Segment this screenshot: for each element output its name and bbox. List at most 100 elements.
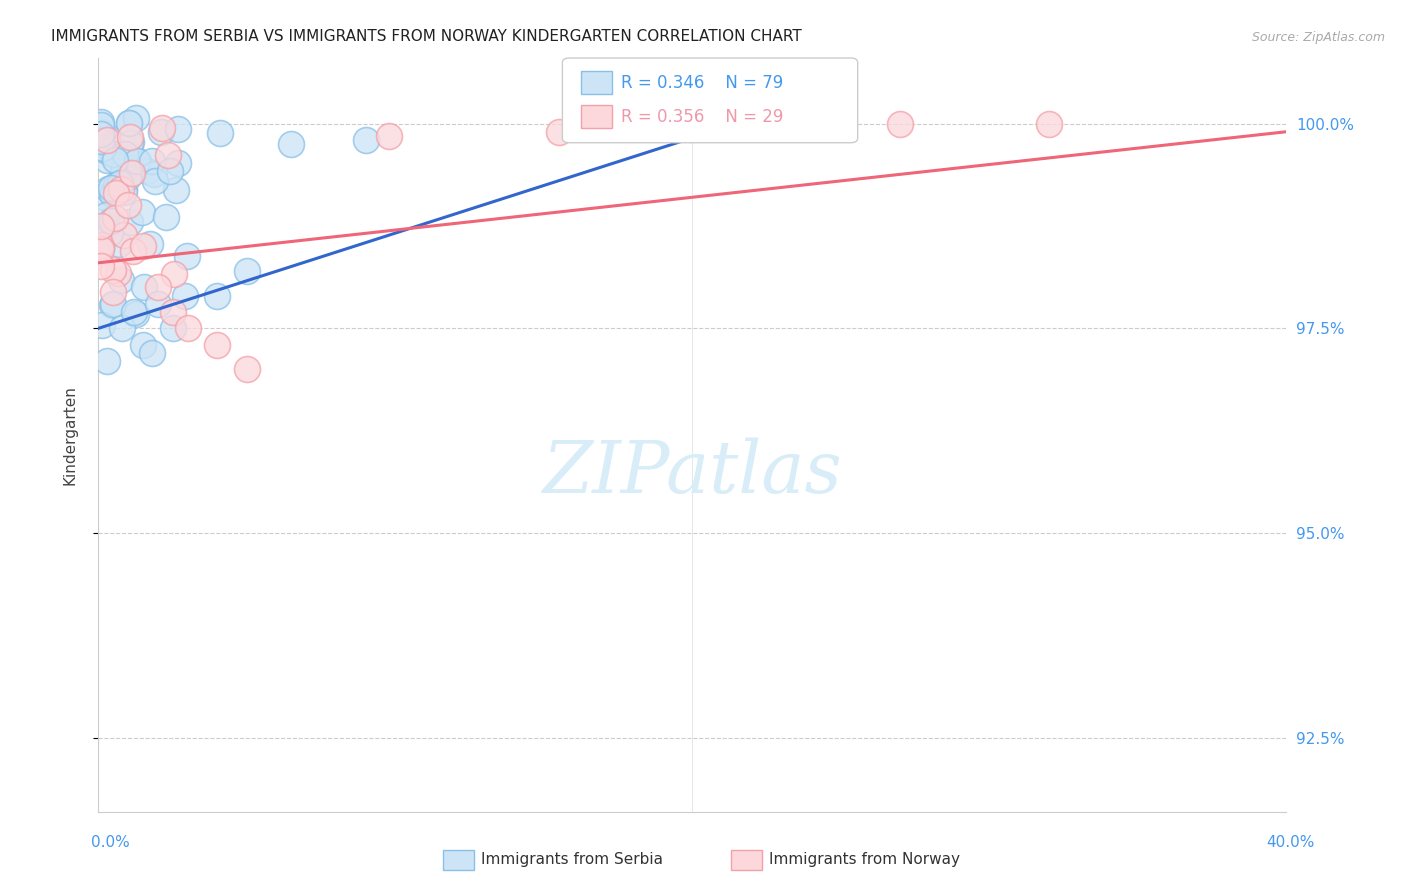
Point bbox=[90, 318, 112, 332]
Point bbox=[107, 266, 129, 280]
Point bbox=[155, 210, 177, 224]
Point bbox=[725, 116, 748, 130]
Point bbox=[711, 117, 734, 131]
Text: Source: ZipAtlas.com: Source: ZipAtlas.com bbox=[1251, 31, 1385, 45]
Point bbox=[105, 186, 128, 201]
Point bbox=[637, 116, 659, 130]
Point bbox=[163, 268, 186, 282]
Point bbox=[103, 147, 125, 161]
Point bbox=[132, 239, 155, 253]
Point bbox=[96, 219, 118, 233]
Point bbox=[108, 175, 131, 189]
Point bbox=[1038, 116, 1060, 130]
Text: 40.0%: 40.0% bbox=[1267, 836, 1315, 850]
Point bbox=[112, 228, 135, 243]
Point bbox=[103, 153, 125, 167]
Point bbox=[162, 305, 184, 319]
Point bbox=[90, 219, 112, 234]
Point bbox=[104, 211, 127, 226]
Text: R = 0.356    N = 29: R = 0.356 N = 29 bbox=[621, 108, 783, 126]
Point bbox=[889, 116, 911, 130]
Point bbox=[96, 153, 118, 168]
Text: R = 0.346    N = 79: R = 0.346 N = 79 bbox=[621, 74, 783, 92]
Point bbox=[139, 237, 162, 252]
Point bbox=[354, 133, 377, 147]
Point bbox=[125, 153, 148, 168]
Point bbox=[103, 297, 125, 311]
Point bbox=[162, 321, 184, 335]
Text: 0.0%: 0.0% bbox=[91, 836, 131, 850]
Point bbox=[108, 236, 131, 251]
Point bbox=[112, 182, 135, 196]
Text: IMMIGRANTS FROM SERBIA VS IMMIGRANTS FROM NORWAY KINDERGARTEN CORRELATION CHART: IMMIGRANTS FROM SERBIA VS IMMIGRANTS FRO… bbox=[51, 29, 801, 45]
Point bbox=[176, 249, 198, 263]
Point bbox=[96, 133, 118, 147]
Point bbox=[125, 307, 148, 321]
Point bbox=[108, 177, 131, 191]
Point bbox=[118, 116, 141, 130]
Point bbox=[112, 157, 135, 171]
Point bbox=[90, 134, 112, 148]
Point bbox=[101, 263, 124, 277]
Point bbox=[159, 164, 181, 178]
Point bbox=[280, 136, 302, 151]
Point bbox=[124, 111, 146, 125]
Point bbox=[166, 156, 188, 170]
Point bbox=[143, 174, 166, 188]
Point bbox=[146, 280, 169, 294]
Y-axis label: Kindergarten: Kindergarten bbox=[63, 385, 77, 484]
Point bbox=[100, 181, 122, 195]
Point bbox=[111, 321, 134, 335]
Point bbox=[176, 321, 198, 335]
Point bbox=[114, 146, 136, 161]
Point bbox=[101, 187, 124, 202]
Text: ZIPatlas: ZIPatlas bbox=[543, 437, 842, 508]
Point bbox=[127, 154, 149, 169]
Point bbox=[141, 153, 163, 168]
Point bbox=[157, 148, 180, 162]
Point bbox=[90, 115, 112, 129]
Point bbox=[378, 128, 401, 143]
Point bbox=[209, 127, 232, 141]
Point bbox=[97, 181, 120, 195]
Point bbox=[111, 164, 134, 178]
Point bbox=[93, 190, 115, 204]
Point bbox=[90, 241, 112, 255]
Point bbox=[90, 119, 112, 133]
Point bbox=[122, 305, 145, 319]
Point bbox=[120, 151, 142, 165]
Point bbox=[131, 204, 153, 219]
Point bbox=[110, 273, 132, 287]
Point bbox=[118, 116, 141, 130]
Point bbox=[696, 118, 718, 132]
Point bbox=[141, 346, 163, 360]
Point bbox=[146, 297, 169, 311]
Point bbox=[100, 214, 122, 228]
Point bbox=[236, 362, 259, 376]
Point bbox=[90, 129, 112, 144]
Point bbox=[547, 125, 569, 139]
Point bbox=[120, 135, 142, 149]
Point bbox=[143, 167, 166, 181]
Point bbox=[91, 125, 114, 139]
Point bbox=[110, 181, 132, 195]
Point bbox=[101, 285, 124, 299]
Text: Immigrants from Serbia: Immigrants from Serbia bbox=[481, 853, 662, 867]
Point bbox=[236, 264, 259, 278]
Point bbox=[90, 237, 112, 252]
Point bbox=[136, 164, 159, 178]
Point bbox=[205, 337, 228, 351]
Point bbox=[105, 178, 128, 193]
Text: Immigrants from Norway: Immigrants from Norway bbox=[769, 853, 960, 867]
Point bbox=[94, 208, 117, 222]
Point bbox=[91, 141, 114, 155]
Point bbox=[90, 242, 112, 256]
Point bbox=[165, 183, 187, 197]
Point bbox=[173, 289, 195, 303]
Point bbox=[118, 215, 141, 229]
Point bbox=[150, 125, 173, 139]
Point bbox=[205, 288, 228, 302]
Point bbox=[90, 260, 112, 274]
Point bbox=[117, 198, 139, 212]
Point bbox=[112, 185, 135, 199]
